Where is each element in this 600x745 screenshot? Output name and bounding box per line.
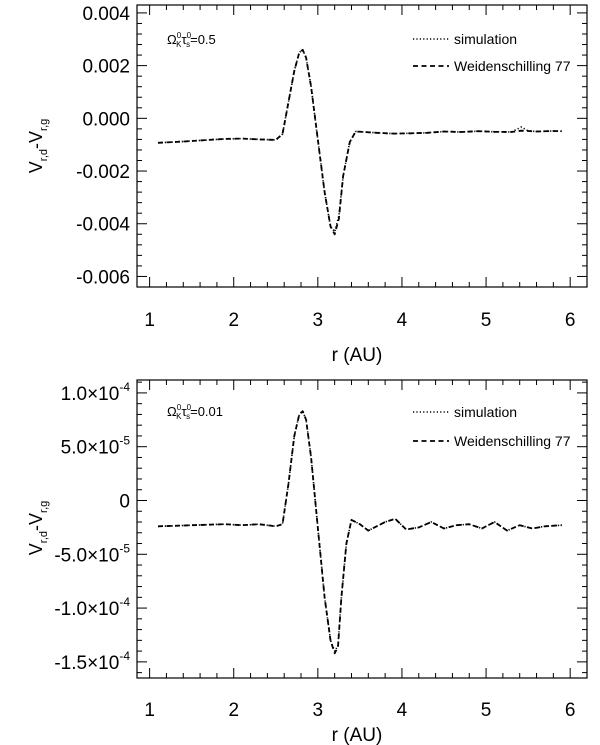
y-axis-title: Vr,d-Vr,g xyxy=(26,119,50,174)
y-tick-label: -1.5×10-4 xyxy=(54,649,130,674)
y-title-part: V xyxy=(26,161,46,173)
plot-frame xyxy=(136,4,588,288)
y-tick-exponent: -4 xyxy=(119,380,130,394)
y-tick-mantissa: -1.0×10 xyxy=(54,599,119,620)
legend-label: Weidenschilling 77 xyxy=(454,433,571,449)
parameter-annotation: Ω0 Kτ0 s=0.5 xyxy=(167,31,216,49)
annot-omega: Ω xyxy=(167,32,177,47)
legend-label: simulation xyxy=(454,31,517,47)
x-axis-title: r (AU) xyxy=(332,725,383,745)
annot-sub: K xyxy=(176,40,182,49)
x-tick-label: 5 xyxy=(481,310,492,331)
annot-sub: K xyxy=(176,412,182,421)
y-title-part: - xyxy=(26,143,46,149)
x-axis-title: r (AU) xyxy=(332,345,383,366)
y-title-sub: r,g xyxy=(38,119,50,131)
y-tick-mantissa: 1.0×10 xyxy=(61,384,120,405)
y-tick-label: -1.0×10-4 xyxy=(54,595,130,620)
y-tick-mantissa: -1.5×10 xyxy=(54,653,119,674)
y-tick-label: 0 xyxy=(119,491,130,512)
annot-tau: τ xyxy=(182,32,188,47)
x-tick-label: 6 xyxy=(565,310,576,331)
y-tick-label: -5.0×10-5 xyxy=(54,541,130,566)
y-tick-exponent: -5 xyxy=(119,434,130,448)
y-title-part: V xyxy=(26,513,46,525)
x-tick-label: 2 xyxy=(228,700,239,721)
y-title-sub: r,g xyxy=(38,501,50,513)
series-line-weidenschilling xyxy=(157,48,562,236)
series-line-weidenschilling xyxy=(157,410,562,655)
y-tick-label: 1.0×10-4 xyxy=(61,380,131,405)
annot-sub: s xyxy=(186,40,190,49)
y-title-sub: r,d xyxy=(38,149,50,161)
y-tick-label: -0.002 xyxy=(76,162,130,183)
y-title-sub: r,d xyxy=(38,531,50,543)
y-tick-mantissa: 5.0×10 xyxy=(61,438,120,459)
y-tick-label: -0.006 xyxy=(76,267,130,288)
y-tick-label: 0.004 xyxy=(82,4,130,25)
y-tick-label: -0.004 xyxy=(76,215,130,236)
y-tick-label: 0.000 xyxy=(82,109,130,130)
annot-sup: 0 xyxy=(187,403,192,412)
legend-label: Weidenschilling 77 xyxy=(454,58,571,74)
y-tick-mantissa: 0 xyxy=(119,491,130,512)
y-tick-mantissa: -5.0×10 xyxy=(54,545,119,566)
annot-sup: 0 xyxy=(177,31,182,40)
annot-sup: 0 xyxy=(177,403,182,412)
y-axis-title: Vr,d-Vr,g xyxy=(26,501,50,556)
x-tick-label: 1 xyxy=(144,700,155,721)
series-line-simulation xyxy=(157,48,562,233)
y-tick-exponent: -4 xyxy=(119,595,130,609)
annot-value: =0.01 xyxy=(190,404,223,419)
x-tick-label: 4 xyxy=(397,310,408,331)
chart-panel-1: 1 2 3 4 5 6 -0.006 -0.004 -0.002 0.000 0.002 0.004 r… xyxy=(26,4,588,366)
plot-frame xyxy=(136,379,588,679)
y-tick-label: 0.002 xyxy=(82,57,130,78)
y-title-part: V xyxy=(26,131,46,143)
parameter-annotation: Ω0 Kτ0 s=0.01 xyxy=(167,403,223,421)
annot-value: =0.5 xyxy=(190,32,216,47)
annot-omega: Ω xyxy=(167,404,177,419)
annot-tau: τ xyxy=(182,404,188,419)
x-tick-label: 4 xyxy=(397,700,408,721)
x-tick-label: 3 xyxy=(313,700,324,721)
x-tick-label: 6 xyxy=(565,700,576,721)
y-title-part: - xyxy=(26,525,46,531)
y-tick-exponent: -5 xyxy=(119,541,130,555)
y-title-part: V xyxy=(26,543,46,555)
chart-panel-2: 1 2 3 4 5 6-1.5×10-4-1.0×10-4-5.0×10-505.0×10… xyxy=(26,379,588,745)
x-tick-label: 3 xyxy=(313,310,324,331)
x-tick-label: 5 xyxy=(481,700,492,721)
annot-sub: s xyxy=(186,412,190,421)
y-tick-label: 5.0×10-5 xyxy=(61,434,131,459)
x-tick-label: 2 xyxy=(228,310,239,331)
y-tick-exponent: -4 xyxy=(119,649,130,663)
legend-label: simulation xyxy=(454,404,517,420)
annot-sup: 0 xyxy=(187,31,192,40)
x-tick-label: 1 xyxy=(144,310,155,331)
